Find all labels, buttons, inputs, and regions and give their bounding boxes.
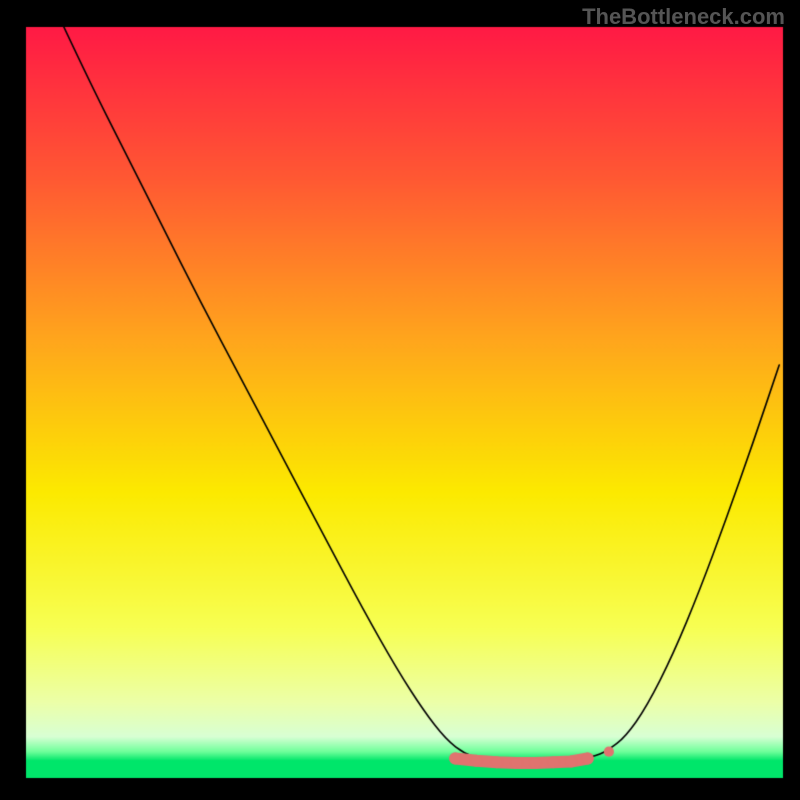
- chart-container: TheBottleneck.com: [0, 0, 800, 800]
- watermark-text: TheBottleneck.com: [582, 4, 785, 30]
- bottleneck-curve-chart: [0, 0, 800, 800]
